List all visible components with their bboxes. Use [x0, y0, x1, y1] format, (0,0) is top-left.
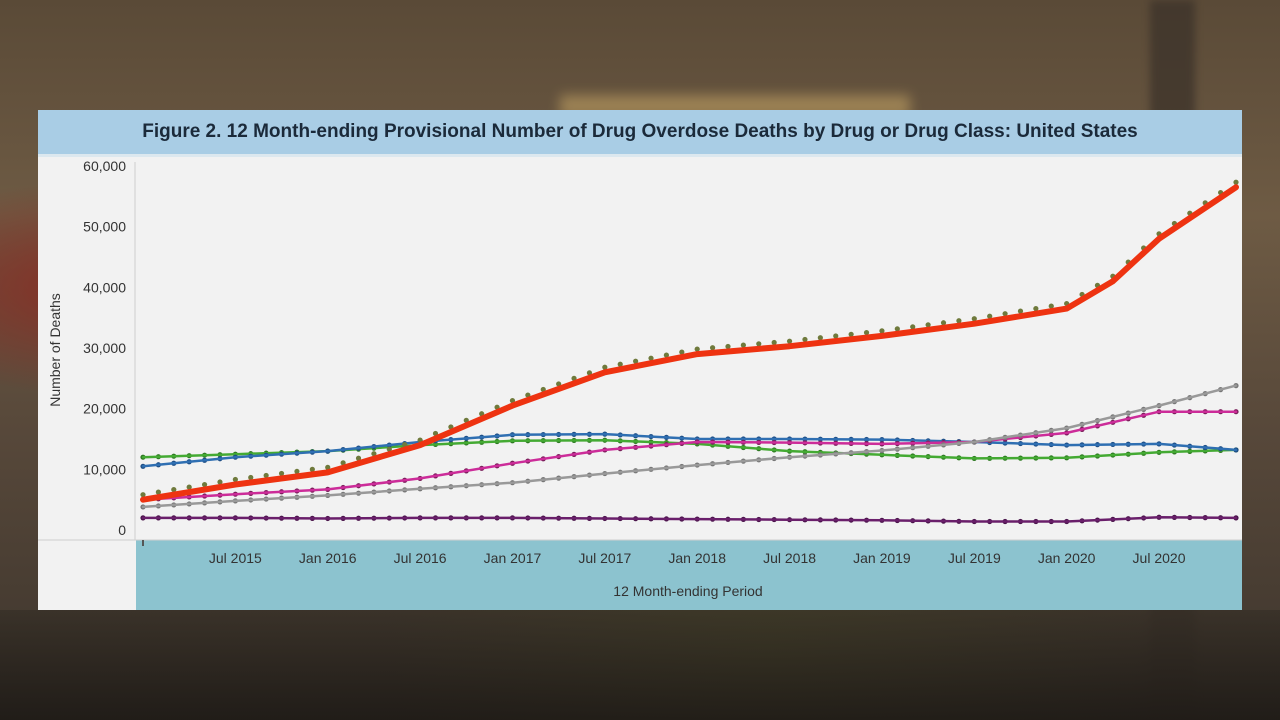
data-point	[309, 466, 315, 472]
y-tick-label: 20,000	[83, 401, 126, 417]
data-point	[987, 313, 993, 319]
y-tick-label: 60,000	[83, 158, 126, 174]
series-line	[140, 184, 1239, 503]
data-point	[371, 451, 377, 457]
x-tick-label: Jul 2017	[578, 550, 631, 566]
data-point	[1002, 311, 1008, 317]
data-point	[817, 335, 823, 341]
data-point	[725, 343, 731, 350]
series-layer	[140, 179, 1239, 525]
y-tick-label: 30,000	[83, 340, 126, 356]
x-tick-label: Jul 2020	[1133, 550, 1186, 566]
series-2	[140, 409, 1239, 503]
data-point	[201, 481, 208, 488]
x-axis-band	[136, 540, 1242, 610]
data-point	[571, 375, 577, 381]
plot-background	[38, 110, 1242, 610]
data-point	[355, 455, 362, 461]
data-point	[910, 324, 916, 330]
data-point	[525, 392, 531, 398]
series-1	[140, 383, 1239, 510]
data-point	[340, 460, 346, 466]
data-point	[633, 358, 639, 364]
x-tick-label: Jul 2016	[394, 550, 447, 566]
data-point	[879, 328, 885, 334]
y-tick-label: 0	[118, 522, 126, 538]
data-point	[325, 464, 331, 470]
data-point	[232, 476, 238, 483]
data-point	[802, 336, 808, 343]
data-point	[509, 398, 516, 404]
data-point	[263, 472, 269, 479]
data-point	[1048, 303, 1054, 309]
data-point	[540, 386, 546, 393]
series-line	[141, 384, 1238, 509]
x-axis-title: 12 Month-ending Period	[613, 583, 762, 599]
chart-svg: 0 10,000 20,000 30,000 40,000 50,000 60,000 Ju…	[38, 110, 1242, 610]
figure-title: Figure 2. 12 Month-ending Provisional Nu…	[142, 121, 1138, 142]
data-point	[155, 489, 161, 495]
data-point	[386, 446, 392, 452]
series-3	[140, 431, 1239, 469]
data-point	[956, 318, 962, 324]
data-point	[586, 370, 593, 376]
data-point	[694, 346, 700, 352]
data-point	[294, 468, 300, 475]
x-tick-label: Jan 2018	[668, 550, 726, 566]
figure-panel: 0 10,000 20,000 30,000 40,000 50,000 60,000 Ju…	[38, 110, 1242, 610]
data-point	[186, 484, 192, 490]
data-point	[556, 381, 562, 387]
data-point	[617, 361, 623, 367]
series-line	[141, 410, 1238, 501]
y-tick-label: 50,000	[83, 219, 126, 235]
y-tick-label: 10,000	[83, 461, 126, 477]
x-ticks: Jul 2015 Jan 2016 Jul 2016 Jan 2017 Jul 2017…	[142, 540, 1186, 566]
data-point	[648, 355, 654, 361]
data-point	[709, 345, 716, 351]
x-tick-label: Jul 2015	[209, 550, 262, 566]
data-point	[602, 364, 608, 370]
data-point	[171, 487, 177, 493]
data-point	[1017, 308, 1024, 314]
series-line	[141, 516, 1238, 523]
data-point	[848, 331, 854, 337]
data-point	[679, 349, 685, 355]
x-tick-label: Jul 2018	[763, 550, 816, 566]
series-line	[141, 432, 1238, 468]
data-point	[756, 341, 762, 347]
y-tick-label: 40,000	[83, 279, 126, 295]
data-point	[863, 329, 870, 336]
data-point	[1033, 306, 1039, 312]
data-point	[1233, 179, 1239, 185]
data-point	[217, 479, 223, 485]
y-ticks: 0 10,000 20,000 30,000 40,000 50,000 60,000	[83, 158, 126, 538]
data-point	[140, 492, 146, 498]
data-point	[894, 326, 900, 332]
data-point	[663, 352, 670, 358]
y-axis-title: Number of Deaths	[47, 293, 63, 407]
series-5	[140, 514, 1239, 525]
data-point	[940, 320, 947, 326]
data-point	[740, 342, 746, 348]
series-0	[140, 179, 1239, 503]
data-point	[771, 339, 777, 346]
x-tick-label: Jul 2019	[948, 550, 1001, 566]
x-tick-label: Jan 2019	[853, 550, 911, 566]
background-floor	[0, 610, 1280, 720]
x-tick-label: Jan 2016	[299, 550, 357, 566]
data-point	[971, 316, 977, 322]
data-point	[278, 470, 285, 477]
data-point	[833, 333, 839, 339]
data-point	[248, 474, 254, 481]
x-tick-label: Jan 2017	[484, 550, 542, 566]
figure-title-bar: Figure 2. 12 Month-ending Provisional Nu…	[38, 110, 1242, 157]
data-point	[786, 338, 793, 344]
x-tick-label: Jan 2020	[1038, 550, 1096, 566]
data-point	[402, 442, 408, 448]
data-point	[925, 322, 931, 328]
